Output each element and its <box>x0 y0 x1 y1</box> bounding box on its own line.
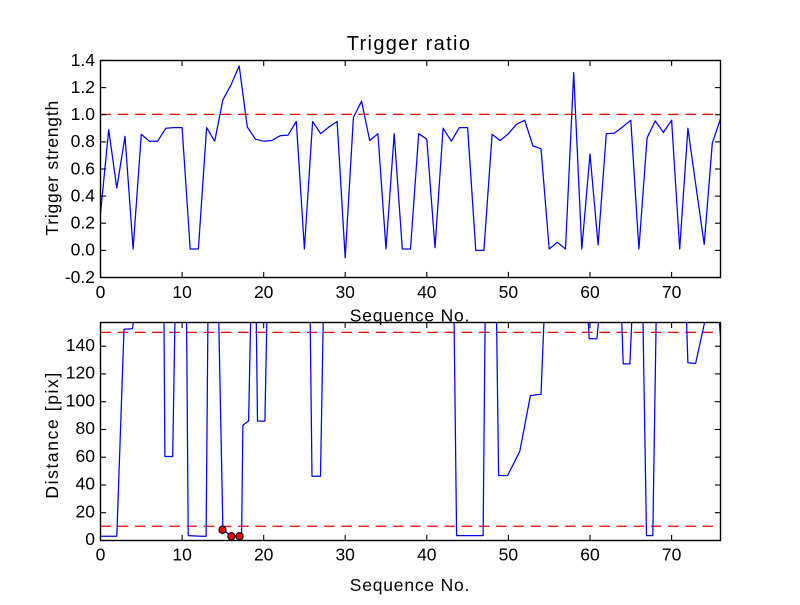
svg-text:40: 40 <box>417 544 437 564</box>
svg-text:1.4: 1.4 <box>71 50 96 70</box>
svg-text:Sequence No.: Sequence No. <box>350 305 471 325</box>
svg-text:Sequence No.: Sequence No. <box>350 575 471 595</box>
svg-text:100: 100 <box>66 390 95 410</box>
svg-text:0.6: 0.6 <box>71 158 95 178</box>
svg-text:120: 120 <box>66 363 95 383</box>
svg-text:30: 30 <box>335 282 355 302</box>
svg-text:20: 20 <box>76 501 96 521</box>
svg-text:0.0: 0.0 <box>71 240 96 260</box>
svg-text:50: 50 <box>499 282 519 302</box>
svg-text:Trigger strength: Trigger strength <box>42 100 62 236</box>
svg-text:30: 30 <box>335 544 355 564</box>
svg-text:70: 70 <box>662 282 682 302</box>
svg-text:140: 140 <box>66 335 95 355</box>
svg-text:60: 60 <box>580 544 600 564</box>
svg-text:20: 20 <box>254 544 274 564</box>
svg-text:40: 40 <box>417 282 437 302</box>
svg-text:60: 60 <box>76 446 96 466</box>
svg-text:Trigger ratio: Trigger ratio <box>347 33 472 55</box>
svg-text:70: 70 <box>662 544 682 564</box>
svg-text:Distance [pix]: Distance [pix] <box>42 371 62 498</box>
svg-text:0.2: 0.2 <box>71 213 95 233</box>
svg-text:0: 0 <box>85 529 95 549</box>
svg-text:0: 0 <box>96 282 106 302</box>
svg-text:40: 40 <box>76 474 96 494</box>
svg-text:10: 10 <box>172 282 192 302</box>
svg-text:10: 10 <box>172 544 192 564</box>
svg-text:60: 60 <box>580 282 600 302</box>
svg-text:20: 20 <box>254 282 274 302</box>
svg-text:-0.2: -0.2 <box>65 267 95 287</box>
svg-text:50: 50 <box>499 544 519 564</box>
svg-text:80: 80 <box>76 418 96 438</box>
svg-text:0.8: 0.8 <box>71 131 95 151</box>
svg-text:1.2: 1.2 <box>71 77 95 97</box>
svg-text:1.0: 1.0 <box>71 104 96 124</box>
svg-text:0.4: 0.4 <box>71 185 96 205</box>
svg-text:0: 0 <box>96 544 106 564</box>
